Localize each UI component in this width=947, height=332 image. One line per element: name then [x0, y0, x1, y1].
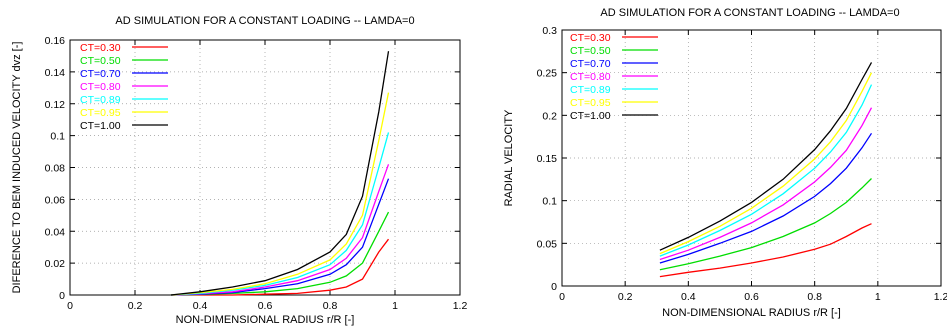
- y-axis-label: DIFERENCE TO BEM INDUCED VELOCITY dvz [-…: [11, 42, 23, 294]
- y-tick-label: 0.25: [537, 68, 558, 80]
- legend-label: CT=0.30: [570, 32, 611, 44]
- legend-label: CT=0.50: [570, 45, 611, 57]
- series-line-ct-1-00: [170, 51, 390, 296]
- x-tick-label: 1.2: [453, 300, 468, 312]
- chart-title: AD SIMULATION FOR A CONSTANT LOADING -- …: [600, 7, 899, 19]
- series-line-ct-0-89: [170, 132, 390, 296]
- y-tick-label: 0: [59, 290, 65, 302]
- y-tick-label: 0.3: [542, 25, 557, 37]
- y-tick-label: 0.04: [45, 226, 66, 238]
- y-tick-label: 0.05: [537, 238, 558, 250]
- x-tick-label: 1: [392, 300, 398, 312]
- y-tick-label: 0.12: [45, 99, 66, 111]
- y-tick-label: 0.14: [45, 67, 66, 79]
- series-line-ct-0-80: [659, 107, 873, 261]
- x-tick-label: 0: [559, 291, 565, 303]
- x-tick-label: 0.6: [744, 291, 759, 303]
- series-line-ct-0-95: [170, 92, 390, 296]
- x-axis-label: NON-DIMENSIONAL RADIUS r/R [-]: [662, 307, 841, 319]
- series-line-ct-0-80: [170, 164, 390, 296]
- series-line-ct-0-50: [659, 178, 872, 271]
- series-line-ct-0-89: [659, 84, 873, 257]
- legend-label: CT=0.80: [570, 71, 611, 83]
- x-tick-label: 1.2: [934, 291, 947, 303]
- x-tick-label: 0.6: [258, 300, 273, 312]
- y-tick-label: 0.02: [45, 258, 66, 270]
- x-axis-label: NON-DIMENSIONAL RADIUS r/R [-]: [176, 314, 355, 326]
- legend-label: CT=0.70: [570, 58, 611, 70]
- series-line-ct-0-30: [659, 223, 872, 278]
- x-tick-label: 0.8: [323, 300, 338, 312]
- y-tick-label: 0.1: [542, 196, 557, 208]
- x-tick-label: 0.2: [128, 300, 143, 312]
- legend-label: CT=0.80: [80, 81, 121, 93]
- legend-label: CT=0.30: [80, 42, 121, 54]
- series-line-ct-0-70: [659, 132, 873, 264]
- y-tick-label: 0.1: [50, 131, 65, 143]
- chart-title: AD SIMULATION FOR A CONSTANT LOADING -- …: [115, 15, 414, 27]
- y-axis-label: RADIAL VELOCITY: [503, 109, 515, 206]
- y-tick-label: 0.2: [542, 110, 557, 122]
- legend-label: CT=0.89: [570, 84, 611, 96]
- legend-label: CT=0.95: [570, 97, 611, 109]
- y-tick-label: 0.15: [537, 153, 558, 165]
- legend-label: CT=1.00: [570, 110, 611, 122]
- y-tick-label: 0.06: [45, 194, 66, 206]
- legend-label: CT=0.89: [80, 94, 121, 106]
- series-line-ct-1-00: [659, 62, 873, 251]
- x-tick-label: 1: [875, 291, 881, 303]
- plot-frame: [69, 39, 461, 296]
- plot-frame: [561, 29, 942, 287]
- legend-label: CT=0.95: [80, 107, 121, 119]
- series-line-ct-0-30: [170, 238, 390, 296]
- x-tick-label: 0: [67, 300, 73, 312]
- x-tick-label: 0.4: [681, 291, 696, 303]
- y-tick-label: 0.08: [45, 163, 66, 175]
- y-tick-label: 0.16: [45, 35, 66, 47]
- x-tick-label: 0.8: [807, 291, 822, 303]
- x-tick-label: 0.4: [193, 300, 208, 312]
- legend-label: CT=1.00: [80, 120, 121, 132]
- legend-label: CT=0.70: [80, 68, 121, 80]
- legend-label: CT=0.50: [80, 55, 121, 67]
- x-tick-label: 0.2: [618, 291, 633, 303]
- y-tick-label: 0: [551, 281, 557, 293]
- series-line-ct-0-95: [659, 72, 873, 255]
